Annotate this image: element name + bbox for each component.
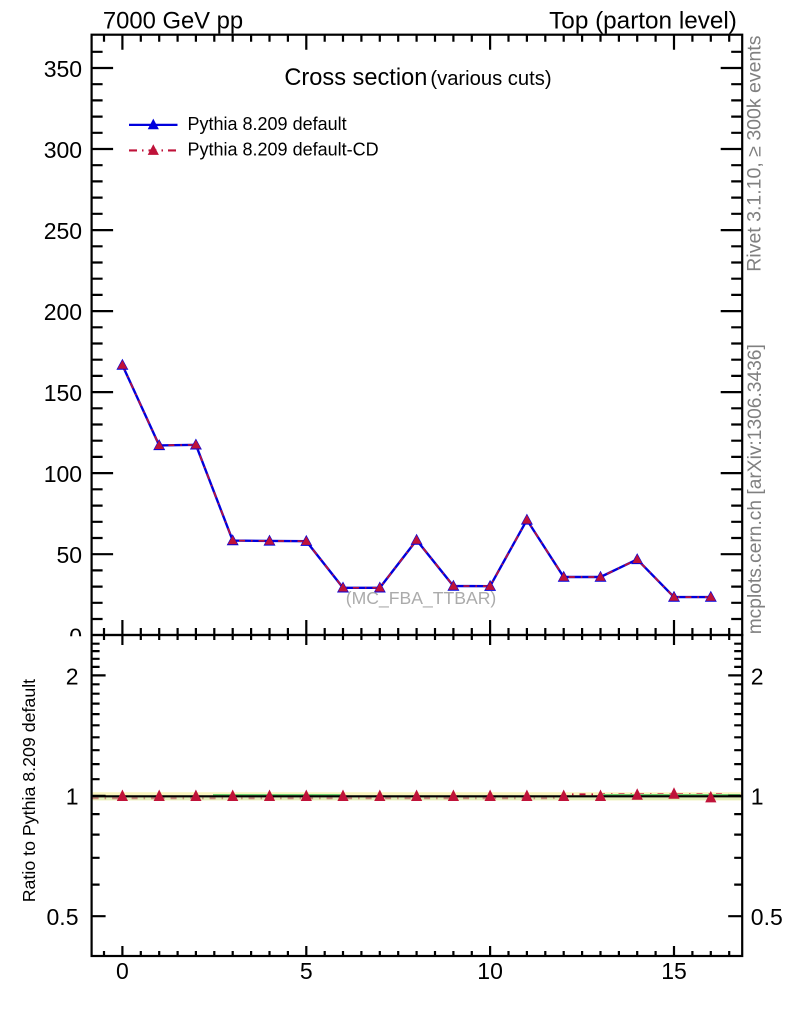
svg-text:2: 2 bbox=[751, 663, 764, 689]
svg-text:1: 1 bbox=[66, 784, 79, 810]
svg-text:15: 15 bbox=[661, 958, 687, 984]
svg-text:Rivet 3.1.10, ≥ 300k events: Rivet 3.1.10, ≥ 300k events bbox=[744, 35, 766, 271]
svg-text:10: 10 bbox=[477, 958, 503, 984]
svg-text:100: 100 bbox=[44, 461, 82, 487]
svg-text:250: 250 bbox=[44, 218, 82, 244]
svg-text:(MC_FBA_TTBAR): (MC_FBA_TTBAR) bbox=[346, 588, 497, 609]
svg-text:0: 0 bbox=[69, 624, 82, 650]
svg-text:Cross section: Cross section bbox=[284, 65, 427, 91]
svg-text:Ratio to Pythia 8.209 default: Ratio to Pythia 8.209 default bbox=[19, 679, 39, 902]
svg-text:Top (parton level): Top (parton level) bbox=[549, 8, 737, 35]
svg-text:0.5: 0.5 bbox=[751, 904, 783, 930]
svg-text:50: 50 bbox=[57, 542, 83, 568]
svg-text:5: 5 bbox=[300, 958, 313, 984]
svg-text:2: 2 bbox=[66, 663, 79, 689]
svg-text:Pythia 8.209 default: Pythia 8.209 default bbox=[188, 114, 347, 134]
svg-text:mcplots.cern.ch [arXiv:1306.34: mcplots.cern.ch [arXiv:1306.3436] bbox=[745, 344, 766, 634]
svg-text:150: 150 bbox=[44, 380, 82, 406]
svg-text:0: 0 bbox=[116, 958, 129, 984]
svg-text:1: 1 bbox=[751, 784, 764, 810]
svg-text:Pythia 8.209 default-CD: Pythia 8.209 default-CD bbox=[188, 139, 379, 159]
svg-text:350: 350 bbox=[44, 56, 82, 82]
svg-text:300: 300 bbox=[44, 137, 82, 163]
svg-text:0.5: 0.5 bbox=[47, 904, 79, 930]
svg-text:(various cuts): (various cuts) bbox=[430, 68, 551, 90]
svg-text:7000 GeV pp: 7000 GeV pp bbox=[103, 7, 243, 34]
svg-text:200: 200 bbox=[44, 299, 82, 325]
